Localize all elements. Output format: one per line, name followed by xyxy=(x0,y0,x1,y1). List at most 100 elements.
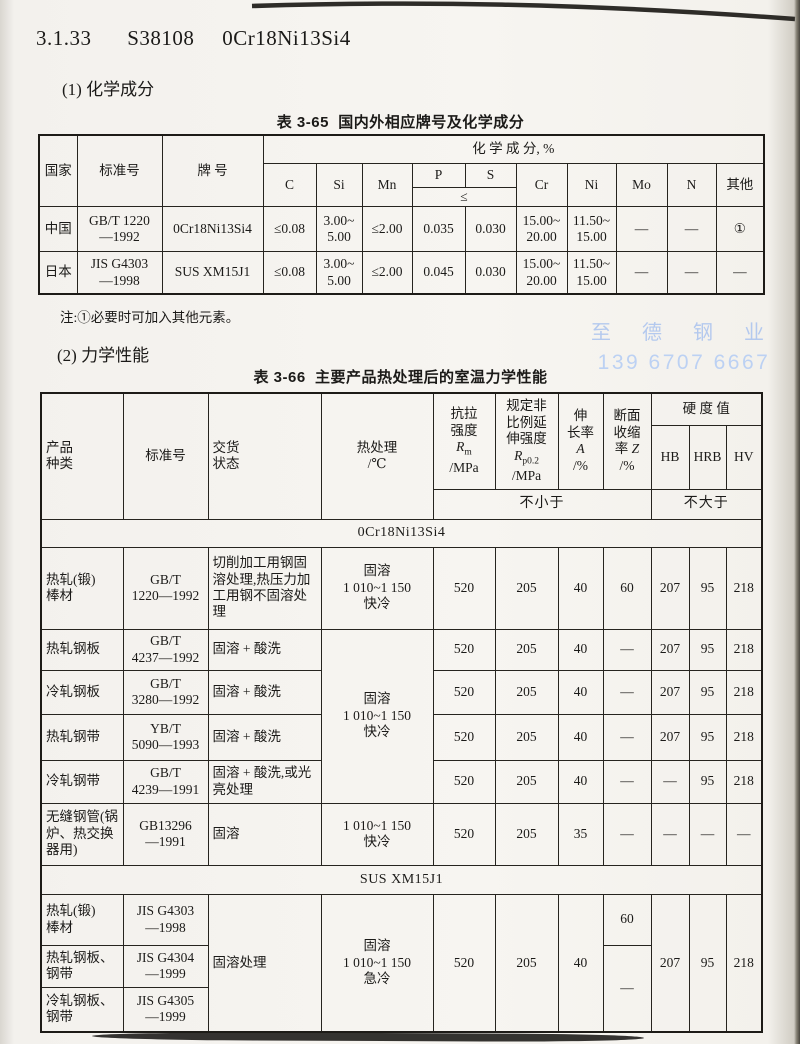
cell-hb: 207 xyxy=(650,546,690,630)
header-elongation: 伸 长率 A /% xyxy=(557,392,604,490)
cell-heat-merged: 固溶 1 010~1 150 快冷 xyxy=(320,628,434,804)
cell-rm: 520 xyxy=(432,546,496,630)
header-country: 国家 xyxy=(38,134,78,207)
scan-page-edge-top xyxy=(251,1,796,22)
section-band-grade2: SUS XM15J1 xyxy=(40,864,763,895)
cell-delivery: 切削加工用钢固溶处理,热压力加工用钢不固溶处理 xyxy=(207,546,322,630)
table-row: 冷轧钢带 GB/T 4239—1991 固溶 + 酸洗,或光亮处理 520 20… xyxy=(40,759,763,804)
header-standard: 标准号 xyxy=(76,134,163,207)
header-N: N xyxy=(666,162,717,207)
header-HB: HB xyxy=(650,424,690,490)
cell-rm: 520 xyxy=(432,628,496,671)
subsection-chemical: (1) 化学成分 xyxy=(62,80,155,99)
cell-z: — xyxy=(602,713,652,761)
watermark-company: 至 德 钢 业 xyxy=(591,322,777,344)
section-heading: 3.1.33 S38108 0Cr18Ni13Si4 xyxy=(36,26,351,51)
cell-N: — xyxy=(666,250,717,295)
cell-hrb: 95 xyxy=(688,546,727,630)
section-band-grade1: 0Cr18Ni13Si4 xyxy=(40,518,763,548)
table-row: 热轧(锻) 棒材 GB/T 1220—1992 切削加工用钢固溶处理,热压力加工… xyxy=(40,546,763,630)
cell-rp: 205 xyxy=(494,802,559,866)
cell-delivery: 固溶 + 酸洗 xyxy=(207,713,322,761)
cell-hv: 218 xyxy=(725,759,763,804)
cell-hrb: — xyxy=(688,802,727,866)
cell-z: — xyxy=(602,669,652,715)
cell-hrb-merged: 95 xyxy=(688,893,727,1033)
scan-page-edge-right xyxy=(794,0,800,1044)
cell-C: ≤0.08 xyxy=(262,205,317,252)
cell-z: — xyxy=(602,802,652,866)
cell-rm-merged: 520 xyxy=(432,893,496,1033)
cell-hb: 207 xyxy=(650,669,690,715)
header-C: C xyxy=(262,162,317,207)
cell-Mo: — xyxy=(615,250,668,295)
cell-hrb: 95 xyxy=(688,669,727,715)
table66-label: 表 3-66 xyxy=(253,369,306,386)
cell-rp-merged: 205 xyxy=(494,893,559,1033)
rm-symbol: Rm xyxy=(456,439,472,459)
cell-other: ① xyxy=(715,205,765,252)
cell-delivery: 固溶 + 酸洗 xyxy=(207,669,322,715)
cell-standard: YB/T 5090—1993 xyxy=(122,713,209,761)
cell-product: 热轧钢板 xyxy=(40,628,124,671)
cell-z: 60 xyxy=(602,546,652,630)
scan-shadow-bottom xyxy=(91,1031,645,1043)
cell-heat: 1 010~1 150 快冷 xyxy=(320,802,434,866)
cell-hrb: 95 xyxy=(688,713,727,761)
table65-label: 表 3-65 xyxy=(276,114,329,131)
section-number: 3.1.33 xyxy=(36,26,92,50)
header-chemical-composition: 化 学 成 分, % xyxy=(262,134,765,164)
cell-product: 冷轧钢板、 钢带 xyxy=(40,986,124,1033)
cell-Cr: 15.00~ 20.00 xyxy=(515,205,568,252)
cell-a: 35 xyxy=(557,802,604,866)
cell-rp: 205 xyxy=(494,759,559,804)
cell-rm: 520 xyxy=(432,759,496,804)
table-row: 热轧(锻) 棒材 JIS G4303 —1998 固溶处理 固溶 1 010~1… xyxy=(40,893,763,1033)
header-Cr: Cr xyxy=(515,162,568,207)
cell-product: 冷轧钢板 xyxy=(40,669,124,715)
cell-product: 冷轧钢带 xyxy=(40,759,124,804)
footnote: 注:①必要时可加入其他元素。 xyxy=(60,310,240,325)
cell-rp: 205 xyxy=(494,546,559,630)
subsection-mechanical: (2) 力学性能 xyxy=(57,346,150,365)
cell-standard: GB/T 1220—1992 xyxy=(122,546,209,630)
cell-hb: 207 xyxy=(650,628,690,671)
header-HRB: HRB xyxy=(688,424,727,490)
cell-rp: 205 xyxy=(494,669,559,715)
cell-delivery: 固溶 + 酸洗 xyxy=(207,628,322,671)
cell-heat: 固溶 1 010~1 150 快冷 xyxy=(320,546,434,630)
cell-hrb: 95 xyxy=(688,759,727,804)
cell-N: — xyxy=(666,205,717,252)
cell-standard: JIS G4305 —1999 xyxy=(122,986,209,1033)
cell-hv-merged: 218 xyxy=(725,893,763,1033)
cell-Mn: ≤2.00 xyxy=(361,205,413,252)
header-delivery-state: 交货 状态 xyxy=(207,392,322,520)
table-row: 中国 GB/T 1220 —1992 0Cr18Ni13Si4 ≤0.08 3.… xyxy=(38,205,765,252)
cell-country: 中国 xyxy=(38,205,78,252)
cell-z-merged: — xyxy=(602,944,652,1033)
cell-a-merged: 40 xyxy=(557,893,604,1033)
cell-other: — xyxy=(715,250,765,295)
cell-hrb: 95 xyxy=(688,628,727,671)
cell-standard: GB13296 —1991 xyxy=(122,802,209,866)
table-row: 冷轧钢板 GB/T 3280—1992 固溶 + 酸洗 520 205 40 —… xyxy=(40,669,763,715)
header-product-type: 产品 种类 xyxy=(40,392,124,520)
cell-Si: 3.00~ 5.00 xyxy=(315,205,363,252)
cell-standard: GB/T 1220 —1992 xyxy=(76,205,163,252)
table-chemical-composition: 国家 标准号 牌 号 化 学 成 分, % C Si Mn P S Cr Ni … xyxy=(38,134,766,296)
table-row: 日本 JIS G4303 —1998 SUS XM15J1 ≤0.08 3.00… xyxy=(38,250,765,295)
cell-Cr: 15.00~ 20.00 xyxy=(515,250,568,295)
cell-Mo: — xyxy=(615,205,668,252)
cell-standard: JIS G4303 —1998 xyxy=(122,893,209,946)
cell-a: 40 xyxy=(557,669,604,715)
z-symbol: 率 Z xyxy=(614,441,640,457)
cell-standard: JIS G4303 —1998 xyxy=(76,250,163,295)
header-Mn: Mn xyxy=(361,162,413,207)
cell-hb: 207 xyxy=(650,713,690,761)
table-row: 热轧钢板 GB/T 4237—1992 固溶 + 酸洗 固溶 1 010~1 1… xyxy=(40,628,763,804)
cell-rm: 520 xyxy=(432,669,496,715)
cell-product: 无缝钢管(锅炉、热交换器用) xyxy=(40,802,124,866)
header-Mo: Mo xyxy=(615,162,668,207)
header-le-max: ≤ xyxy=(411,186,517,207)
header-not-less-than: 不小于 xyxy=(432,488,652,520)
